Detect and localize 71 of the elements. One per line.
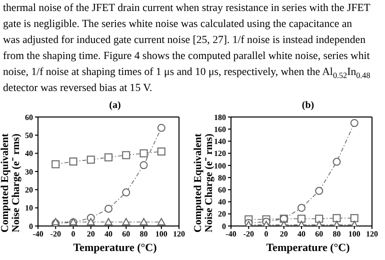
point	[52, 160, 60, 168]
point	[122, 218, 130, 226]
point	[86, 218, 95, 226]
chart-title: (b)	[300, 100, 316, 111]
y-tick-label: 50	[25, 131, 33, 140]
x-axis-title: Temperature (°C)	[265, 242, 351, 254]
text: thermal noise of the JFET drain current when stray resistance in series with the JFET	[2, 1, 372, 16]
x-tick-label: 120	[173, 230, 185, 239]
x-tick-label: 20	[280, 230, 288, 239]
point	[298, 214, 306, 223]
x-tick-label: -20	[50, 230, 61, 239]
y-tick-label: 180	[214, 112, 226, 122]
y-tick-label: 10	[25, 204, 33, 213]
x-tick-label: 80	[332, 230, 341, 239]
text: gate is negligible. The series white noise was calculated using the capacitance an	[2, 17, 354, 32]
point	[122, 151, 130, 160]
point	[157, 218, 166, 226]
x-tick-label: 60	[122, 230, 130, 239]
x-tick-label: 120	[366, 230, 378, 239]
x-tick-label: 60	[315, 230, 324, 239]
y-tick-label: 30	[25, 167, 33, 176]
y-axis-title: Computed Equivalent Noise Charge (e⁻ rms)	[193, 132, 215, 234]
y-tick-label: 140	[214, 137, 226, 146]
x-tick-label: -20	[243, 230, 254, 239]
point	[140, 149, 148, 158]
point	[332, 214, 341, 222]
y-tick-label: 0	[222, 222, 226, 231]
x-tick-label: 20	[86, 230, 95, 239]
point	[298, 204, 306, 212]
point	[140, 161, 148, 170]
x-tick-label: 100	[348, 230, 360, 239]
x-tick-label: -40	[226, 230, 236, 239]
x-tick-label: 80	[140, 230, 148, 239]
x-tick-label: 40	[298, 230, 306, 239]
y-tick-label: 40	[218, 198, 226, 207]
point	[157, 124, 166, 132]
text: noise, 1/f noise at shaping times of 1 μs and 10 μs, respectively, when the Al$_{0.52}$In$_{0.48}$	[2, 65, 372, 80]
x-axis-title: Temperature (°C)	[72, 242, 158, 254]
y-tick-label: 60	[25, 112, 33, 122]
point	[350, 119, 358, 128]
x-tick-label: 0	[264, 230, 268, 239]
point	[104, 153, 112, 162]
point	[104, 204, 112, 213]
point	[69, 158, 78, 166]
point	[350, 214, 358, 222]
text: from the shaping time. Figure 4 shows the computed parallel white noise, series whit	[2, 49, 371, 64]
point	[315, 214, 324, 223]
y-tick-label: 20	[25, 186, 33, 195]
y-tick-label: 20	[218, 210, 226, 219]
y-tick-label: 60	[218, 186, 226, 195]
point	[104, 218, 112, 226]
x-tick-label: 0	[71, 230, 76, 239]
point	[140, 218, 148, 226]
y-tick-label: 120	[214, 149, 226, 158]
text: was adjusted for induced gate current noise [25, 27]. 1/f noise is instead independen	[2, 33, 366, 48]
y-tick-label: 40	[25, 149, 33, 158]
x-tick-label: 40	[104, 230, 112, 239]
x-tick-label: 100	[155, 230, 168, 239]
point	[315, 186, 324, 195]
point	[332, 158, 341, 166]
point	[122, 188, 130, 196]
y-tick-label: 0	[29, 222, 33, 231]
chart-title: (a)	[108, 100, 122, 111]
point	[86, 156, 95, 164]
point	[157, 148, 166, 156]
text: detector was reversed bias at 15 V.	[2, 81, 154, 96]
y-axis-title: Computed Equivalent Noise Charge (e⁻ rms)	[0, 132, 22, 234]
y-tick-label: 100	[214, 161, 226, 170]
x-tick-label: -40	[32, 230, 44, 239]
y-tick-label: 160	[214, 124, 226, 134]
y-tick-label: 80	[218, 173, 226, 182]
